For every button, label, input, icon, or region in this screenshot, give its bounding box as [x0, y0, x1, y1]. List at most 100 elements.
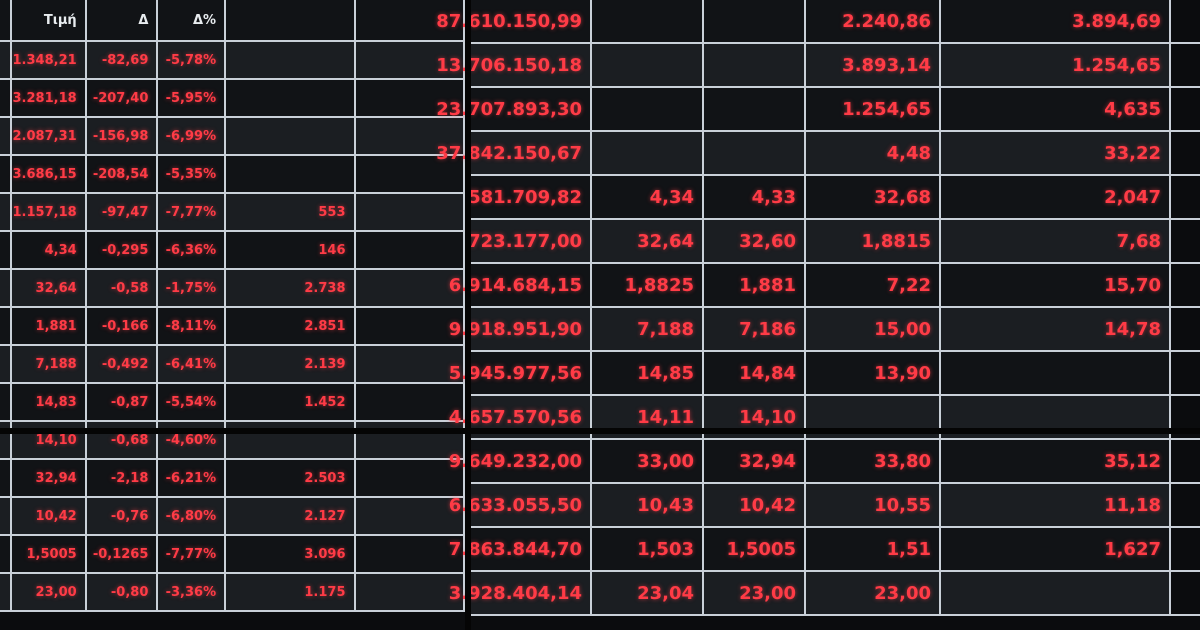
quote-cell: -3,36% [158, 574, 227, 610]
quote-cell: 1.348,21 [11, 42, 87, 78]
quote-cell: 7,186 [704, 308, 806, 350]
quote-cell: 11,18 [941, 484, 1171, 526]
row-marker [0, 232, 12, 268]
quote-cell: 15,00 [806, 308, 941, 350]
quote-cell [592, 132, 704, 174]
table-row: 3.686,15 -208,54 -5,35% [0, 156, 466, 194]
quote-cell: -6,99% [158, 118, 227, 154]
table-row: 23.707.893,30 1.254,65 4,635 [436, 88, 1200, 132]
quote-cell: 146 [226, 232, 356, 268]
quote-cell: 581.709,82 [468, 176, 592, 218]
empty-cell [355, 42, 466, 78]
table-header: Τιμή Δ Δ% [0, 0, 466, 42]
right-quote-table: 87.610.150,99 2.240,86 3.894,69 13.706.150,… [436, 0, 1200, 630]
table-row: 32,64 -0,58 -1,75% 2.738 [0, 270, 466, 308]
quote-cell: 1.175 [226, 574, 356, 610]
quote-cell: 23,00 [806, 572, 941, 614]
table-row: 87.610.150,99 2.240,86 3.894,69 [436, 0, 1200, 44]
quote-cell: 4,635 [941, 88, 1171, 130]
quote-cell: -0,80 [86, 574, 159, 610]
quote-cell: 10,43 [592, 484, 704, 526]
row-marker [0, 384, 12, 420]
header-cell [355, 0, 466, 40]
screen-seam [0, 428, 1200, 434]
quote-cell: -6,41% [158, 346, 227, 382]
quote-cell: 4,48 [806, 132, 941, 174]
empty-cell [355, 156, 466, 192]
quote-cell: 9.918.951,90 [449, 308, 592, 350]
quote-cell: 1.157,18 [11, 194, 87, 230]
quote-cell: -6,36% [158, 232, 227, 268]
table-row: 7.863.844,70 1,503 1,5005 1,51 1,627 [449, 528, 1200, 572]
quote-cell: 32,64 [11, 270, 87, 306]
quote-cell: 10,42 [11, 498, 87, 534]
row-marker [0, 156, 12, 192]
table-row: 37.842.150,67 4,48 33,22 [436, 132, 1200, 176]
header-cell: Τιμή [11, 0, 87, 40]
table-row: 6.914.684,15 1,8825 1,881 7,22 15,70 [449, 264, 1200, 308]
quote-cell: -5,95% [158, 80, 227, 116]
quote-cell: -0,87 [86, 384, 159, 420]
table-row: 7,188 -0,492 -6,41% 2.139 [0, 346, 466, 384]
quote-cell: 3.928.404,14 [449, 572, 592, 614]
table-row: 6.633.055,50 10,43 10,42 10,55 11,18 [449, 484, 1200, 528]
quote-cell: 35,12 [941, 440, 1171, 482]
quote-cell: 1,51 [806, 528, 941, 570]
quote-cell: 32,64 [592, 220, 704, 262]
quote-cell: 2.127 [226, 498, 356, 534]
empty-cell [355, 232, 466, 268]
quote-cell: 2.503 [226, 460, 356, 496]
quote-cell: 32,94 [11, 460, 87, 496]
quote-cell: -7,77% [158, 194, 227, 230]
table-row: 9.918.951,90 7,188 7,186 15,00 14,78 [449, 308, 1200, 352]
quote-cell: 10,42 [704, 484, 806, 526]
quote-cell [226, 42, 356, 78]
table-row: 1,5005 -0,1265 -7,77% 3.096 [0, 536, 466, 574]
quote-cell: 3.686,15 [11, 156, 87, 192]
quote-cell [592, 88, 704, 130]
quote-cell: -0,166 [86, 308, 159, 344]
table-row: 1.157,18 -97,47 -7,77% 553 [0, 194, 466, 232]
quote-cell: -0,58 [86, 270, 159, 306]
quote-cell [226, 156, 356, 192]
quote-cell: 2.738 [226, 270, 356, 306]
quote-cell: 1,503 [592, 528, 704, 570]
quote-cell: 7,188 [592, 308, 704, 350]
left-quote-table: Τιμή Δ Δ% 1.348,21 -82,69 -5,78% 3.281,18 -207,… [0, 0, 466, 630]
quote-cell: 33,00 [592, 440, 704, 482]
empty-cell [355, 384, 466, 420]
quote-cell: -82,69 [86, 42, 159, 78]
quote-cell: -5,35% [158, 156, 227, 192]
quote-cell: 23.707.893,30 [436, 88, 592, 130]
empty-cell [355, 536, 466, 572]
quote-cell: -0,295 [86, 232, 159, 268]
quote-cell [704, 132, 806, 174]
quote-cell [226, 80, 356, 116]
quote-cell: -0,76 [86, 498, 159, 534]
quote-cell [592, 0, 704, 42]
quote-cell: 23,00 [11, 574, 87, 610]
quote-cell: 3.281,18 [11, 80, 87, 116]
table-row: 1,881 -0,166 -8,11% 2.851 [0, 308, 466, 346]
table-row: 4,34 -0,295 -6,36% 146 [0, 232, 466, 270]
quote-cell [226, 118, 356, 154]
quote-cell [941, 352, 1171, 394]
quote-cell: -5,78% [158, 42, 227, 78]
quote-cell: 33,80 [806, 440, 941, 482]
empty-cell [355, 118, 466, 154]
quote-cell: 10,55 [806, 484, 941, 526]
quote-cell: 9.649.232,00 [449, 440, 592, 482]
quote-cell: 32,94 [704, 440, 806, 482]
quote-cell: 7,188 [11, 346, 87, 382]
table-row: 13.706.150,18 3.893,14 1.254,65 [436, 44, 1200, 88]
quote-cell: -7,77% [158, 536, 227, 572]
quote-cell [941, 572, 1171, 614]
quote-cell: 2.087,31 [11, 118, 87, 154]
header-cell: Δ [86, 0, 159, 40]
quote-cell: 7.863.844,70 [449, 528, 592, 570]
quote-cell: -6,21% [158, 460, 227, 496]
quote-cell: 6.633.055,50 [449, 484, 592, 526]
quote-cell: 15,70 [941, 264, 1171, 306]
quote-cell: 33,22 [941, 132, 1171, 174]
empty-cell [355, 498, 466, 534]
